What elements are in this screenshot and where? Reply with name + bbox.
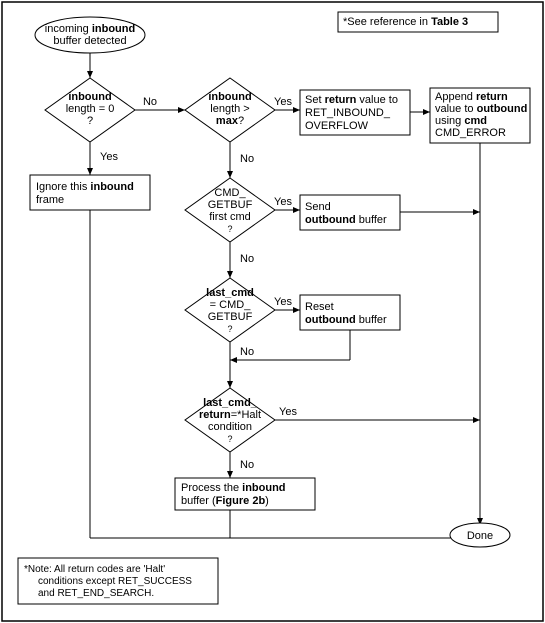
svg-text:*See reference in Table 3: *See reference in Table 3 (343, 16, 468, 28)
svg-text:Ignore this inbound: Ignore this inbound (36, 181, 134, 193)
svg-text:No: No (240, 346, 254, 358)
svg-text:Append return: Append return (435, 91, 508, 103)
svg-text:outbound buffer: outbound buffer (305, 314, 387, 326)
svg-text:value to outbound: value to outbound (435, 103, 527, 115)
svg-text:CMD_: CMD_ (214, 187, 246, 199)
svg-text:condition: condition (208, 421, 252, 433)
svg-text:RET_INBOUND_: RET_INBOUND_ (305, 107, 391, 119)
svg-text:outbound buffer: outbound buffer (305, 214, 387, 226)
svg-text:max?: max? (216, 115, 244, 127)
svg-text:Reset: Reset (305, 301, 334, 313)
svg-text:frame: frame (36, 194, 64, 206)
svg-text:*Note: All return codes are 'H: *Note: All return codes are 'Halt' (24, 564, 165, 575)
svg-text:Process the inbound: Process the inbound (181, 482, 286, 494)
svg-text:?: ? (227, 324, 232, 334)
svg-text:Yes: Yes (279, 406, 297, 418)
svg-text:GETBUF: GETBUF (208, 311, 253, 323)
svg-text:OVERFLOW: OVERFLOW (305, 120, 369, 132)
svg-text:No: No (240, 253, 254, 265)
svg-text:Yes: Yes (100, 151, 118, 163)
svg-text:return=*Halt: return=*Halt (199, 409, 261, 421)
svg-text:GETBUF: GETBUF (208, 199, 253, 211)
svg-text:No: No (143, 96, 157, 108)
svg-text:No: No (240, 153, 254, 165)
svg-text:conditions except RET_SUCCESS: conditions except RET_SUCCESS (38, 576, 192, 587)
svg-text:Set return value to: Set return value to (305, 94, 398, 106)
svg-text:CMD_ERROR: CMD_ERROR (435, 127, 506, 139)
svg-text:?: ? (227, 434, 232, 444)
svg-text:inbound: inbound (68, 91, 111, 103)
svg-text:length = 0: length = 0 (66, 103, 115, 115)
svg-text:Done: Done (467, 530, 493, 542)
svg-text:Yes: Yes (274, 96, 292, 108)
svg-text:Yes: Yes (274, 196, 292, 208)
svg-text:?: ? (87, 115, 93, 127)
svg-text:incoming inbound: incoming inbound (45, 23, 135, 35)
svg-text:buffer detected: buffer detected (53, 35, 126, 47)
svg-text:= CMD_: = CMD_ (210, 299, 252, 311)
svg-text:length >: length > (210, 103, 249, 115)
svg-text:?: ? (227, 224, 232, 234)
svg-text:last_cmd: last_cmd (206, 287, 254, 299)
svg-text:first cmd: first cmd (209, 211, 251, 223)
svg-text:Yes: Yes (274, 296, 292, 308)
svg-text:inbound: inbound (208, 91, 251, 103)
svg-text:and RET_END_SEARCH.: and RET_END_SEARCH. (38, 588, 154, 599)
svg-text:using cmd: using cmd (435, 115, 487, 127)
svg-text:last_cmd_: last_cmd_ (203, 397, 258, 409)
flowchart-diagram: *See reference in Table 3 incoming inboun… (0, 0, 545, 623)
svg-text:No: No (240, 459, 254, 471)
svg-text:Send: Send (305, 201, 331, 213)
svg-text:buffer (Figure 2b): buffer (Figure 2b) (181, 495, 269, 507)
